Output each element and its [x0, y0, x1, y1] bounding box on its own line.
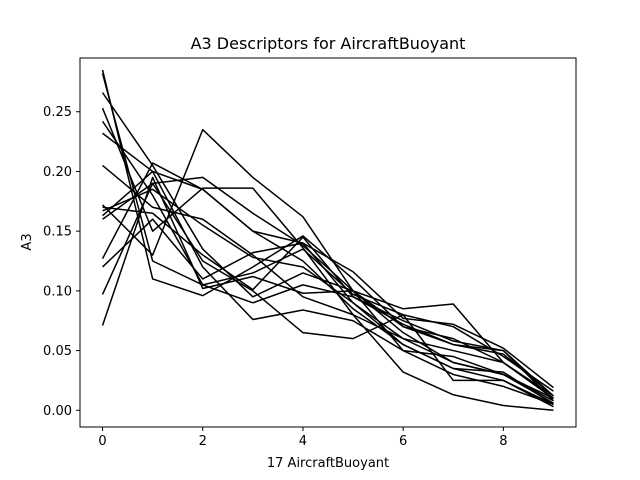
axes-frame	[79, 57, 577, 428]
x-tick-label: 2	[199, 434, 207, 449]
x-tick-label: 8	[499, 434, 507, 449]
y-tick-label: 0.15	[43, 225, 72, 240]
series-line-15	[101, 182, 554, 408]
series-line-8	[102, 128, 554, 399]
y-tick-label: 0.05	[43, 344, 72, 359]
y-tick-label: 0.20	[43, 165, 72, 180]
series-line-14	[102, 218, 554, 389]
y-axis-ticks: 0.00 0.05 0.10 0.15 0.20 0.25	[43, 105, 80, 419]
series-line-4	[101, 107, 554, 412]
x-tick-label: 4	[299, 434, 307, 449]
series-line-11	[102, 170, 554, 400]
chart-title: A3 Descriptors for AircraftBuoyant	[191, 34, 466, 53]
y-tick-label: 0.25	[43, 105, 72, 120]
plot-area	[101, 69, 554, 412]
series-line-16	[101, 176, 554, 404]
y-tick-label: 0.10	[43, 284, 72, 299]
x-axis-label: 17 AircraftBuoyant	[267, 456, 389, 471]
x-axis-ticks: 0 2 4 6 8	[98, 427, 507, 449]
x-tick-label: 0	[98, 434, 106, 449]
y-axis-label: A3	[20, 233, 35, 250]
y-tick-label: 0.00	[43, 404, 72, 419]
series-line-5	[101, 120, 554, 402]
x-tick-label: 6	[399, 434, 407, 449]
series-line-7	[102, 164, 554, 399]
series-line-2	[101, 73, 554, 392]
series-line-10	[102, 188, 554, 405]
